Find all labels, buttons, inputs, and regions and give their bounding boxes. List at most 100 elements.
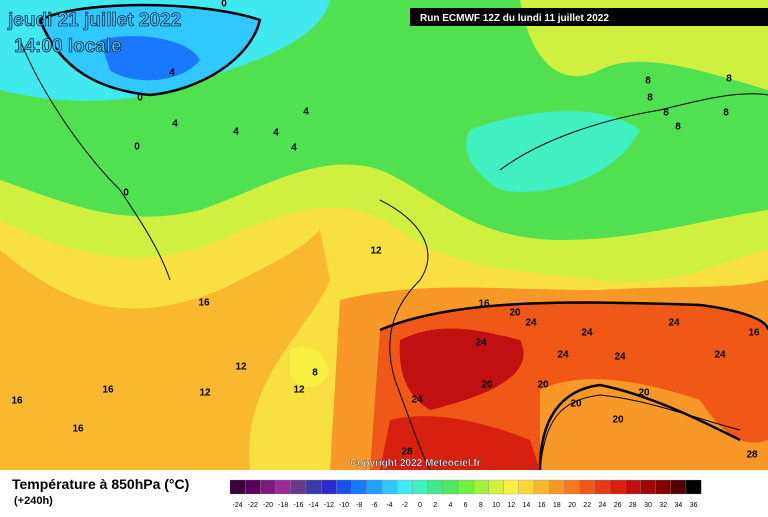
colorbar-label: -20: [263, 502, 273, 509]
contour-label: 16: [748, 328, 760, 339]
contour-label: 24: [525, 318, 537, 329]
colorbar-label: 14: [523, 502, 531, 509]
contour-label: 12: [199, 388, 211, 399]
contour-label: 4: [303, 107, 309, 118]
contour-label: 24: [411, 395, 423, 406]
contour-label: 24: [581, 328, 593, 339]
colorbar-swatch: [457, 479, 474, 495]
colorbar-swatch: [533, 479, 550, 495]
contour-label: 20: [537, 380, 549, 391]
contour-label: 24: [475, 338, 487, 349]
colorbar-label: 26: [614, 502, 622, 509]
colorbar-label: 2: [433, 502, 437, 509]
colorbar-label: -10: [339, 502, 349, 509]
colorbar-label: -14: [309, 502, 319, 509]
colorbar-label: 18: [553, 502, 561, 509]
colorbar-swatch: [397, 479, 413, 495]
colorbar-label: 36: [690, 502, 698, 509]
contour-label: 4: [169, 68, 175, 79]
contour-label: 8: [645, 76, 651, 87]
colorbar-swatch: [336, 479, 352, 495]
copyright: Copyright 2022 Meteociel.fr: [350, 458, 481, 469]
contour-label: 0: [221, 0, 227, 10]
colorbar-swatch: [442, 479, 459, 495]
legend-lead: (+240h): [14, 495, 53, 507]
contour-label: 20: [612, 415, 624, 426]
colorbar-swatch: [260, 479, 276, 495]
colorbar-swatch: [321, 479, 337, 495]
colorbar-label: -22: [248, 502, 258, 509]
colorbar-swatch: [640, 479, 656, 495]
contour-lines: [38, 3, 768, 471]
colorbar-swatch: [655, 479, 671, 495]
colorbar-label: -12: [324, 502, 334, 509]
colorbar-label: 22: [583, 502, 591, 509]
valid-date: jeudi 21 juillet 2022: [7, 10, 181, 31]
contour-label: 8: [726, 74, 732, 85]
colorbar-swatch: [245, 479, 261, 495]
colorbar-swatch: [625, 479, 641, 495]
colorbar-swatch: [503, 479, 519, 495]
colorbar-label: -4: [386, 502, 392, 509]
contour-label: 20: [570, 399, 582, 410]
colorbar-label: 30: [644, 502, 652, 509]
colorbar-label: 10: [492, 502, 500, 509]
colorbar-swatch: [351, 479, 367, 495]
colorbar-swatch: [549, 479, 565, 495]
contour-label: 4: [233, 127, 239, 138]
colorbar-swatch: [412, 479, 428, 495]
contour-label: 0: [134, 142, 140, 153]
colorbar-swatch: [579, 479, 595, 495]
contour-label: 16: [478, 299, 490, 310]
contour-label: 12: [235, 362, 247, 373]
colorbar-swatch: [427, 479, 443, 495]
colorbar-label: 12: [507, 502, 515, 509]
colorbar-label: -16: [293, 502, 303, 509]
colorbar-swatch: [305, 479, 322, 495]
colorbar-swatch: [564, 479, 580, 495]
contour-label: 20: [638, 388, 650, 399]
colorbar-swatch: [685, 479, 702, 495]
contour-label: 16: [102, 385, 114, 396]
contour-label: 0: [123, 188, 129, 199]
contour-label: 4: [291, 143, 297, 154]
colorbar-swatch: [488, 479, 504, 495]
contour-label: 28: [401, 447, 413, 458]
contour-label: 20: [509, 308, 521, 319]
colorbar-swatch: [473, 479, 489, 495]
colorbar-label: 24: [599, 502, 607, 509]
contour-label: 8: [647, 93, 653, 104]
colorbar-label: 16: [538, 502, 546, 509]
contour-label: 16: [72, 424, 84, 435]
run-info: Run ECMWF 12Z du lundi 11 juillet 2022: [420, 13, 609, 24]
colorbar-label: -18: [278, 502, 288, 509]
contour-label: 24: [614, 352, 626, 363]
coastlines: [19, 39, 768, 471]
colorbar-swatch: [670, 479, 687, 495]
colorbar-label: 6: [464, 502, 468, 509]
legend-title: Température à 850hPa (°C): [12, 476, 189, 492]
colorbar-label: 4: [448, 502, 452, 509]
colorbar-swatch: [518, 479, 535, 495]
colorbar-label: 32: [659, 502, 667, 509]
contour-label: 8: [723, 108, 729, 119]
contour-label: 0: [137, 93, 143, 104]
contour-label: 4: [273, 128, 279, 139]
colorbar-label: -2: [402, 502, 408, 509]
temperature-field: [0, 0, 768, 471]
colorbar-label: 34: [675, 502, 683, 509]
colorbar-swatch: [229, 479, 246, 495]
contour-label: 28: [746, 450, 758, 461]
colorbar-swatch: [594, 479, 611, 495]
contour-label: 24: [714, 350, 726, 361]
colorbar-label: -6: [371, 502, 377, 509]
contour-label: 24: [557, 350, 569, 361]
contour-label: 8: [312, 368, 318, 379]
contour-label: 4: [172, 119, 178, 130]
valid-time: 14:00 locale: [14, 36, 122, 57]
contour-label: 16: [198, 298, 210, 309]
colorbar-swatch: [290, 479, 307, 495]
contour-label: 8: [663, 108, 669, 119]
